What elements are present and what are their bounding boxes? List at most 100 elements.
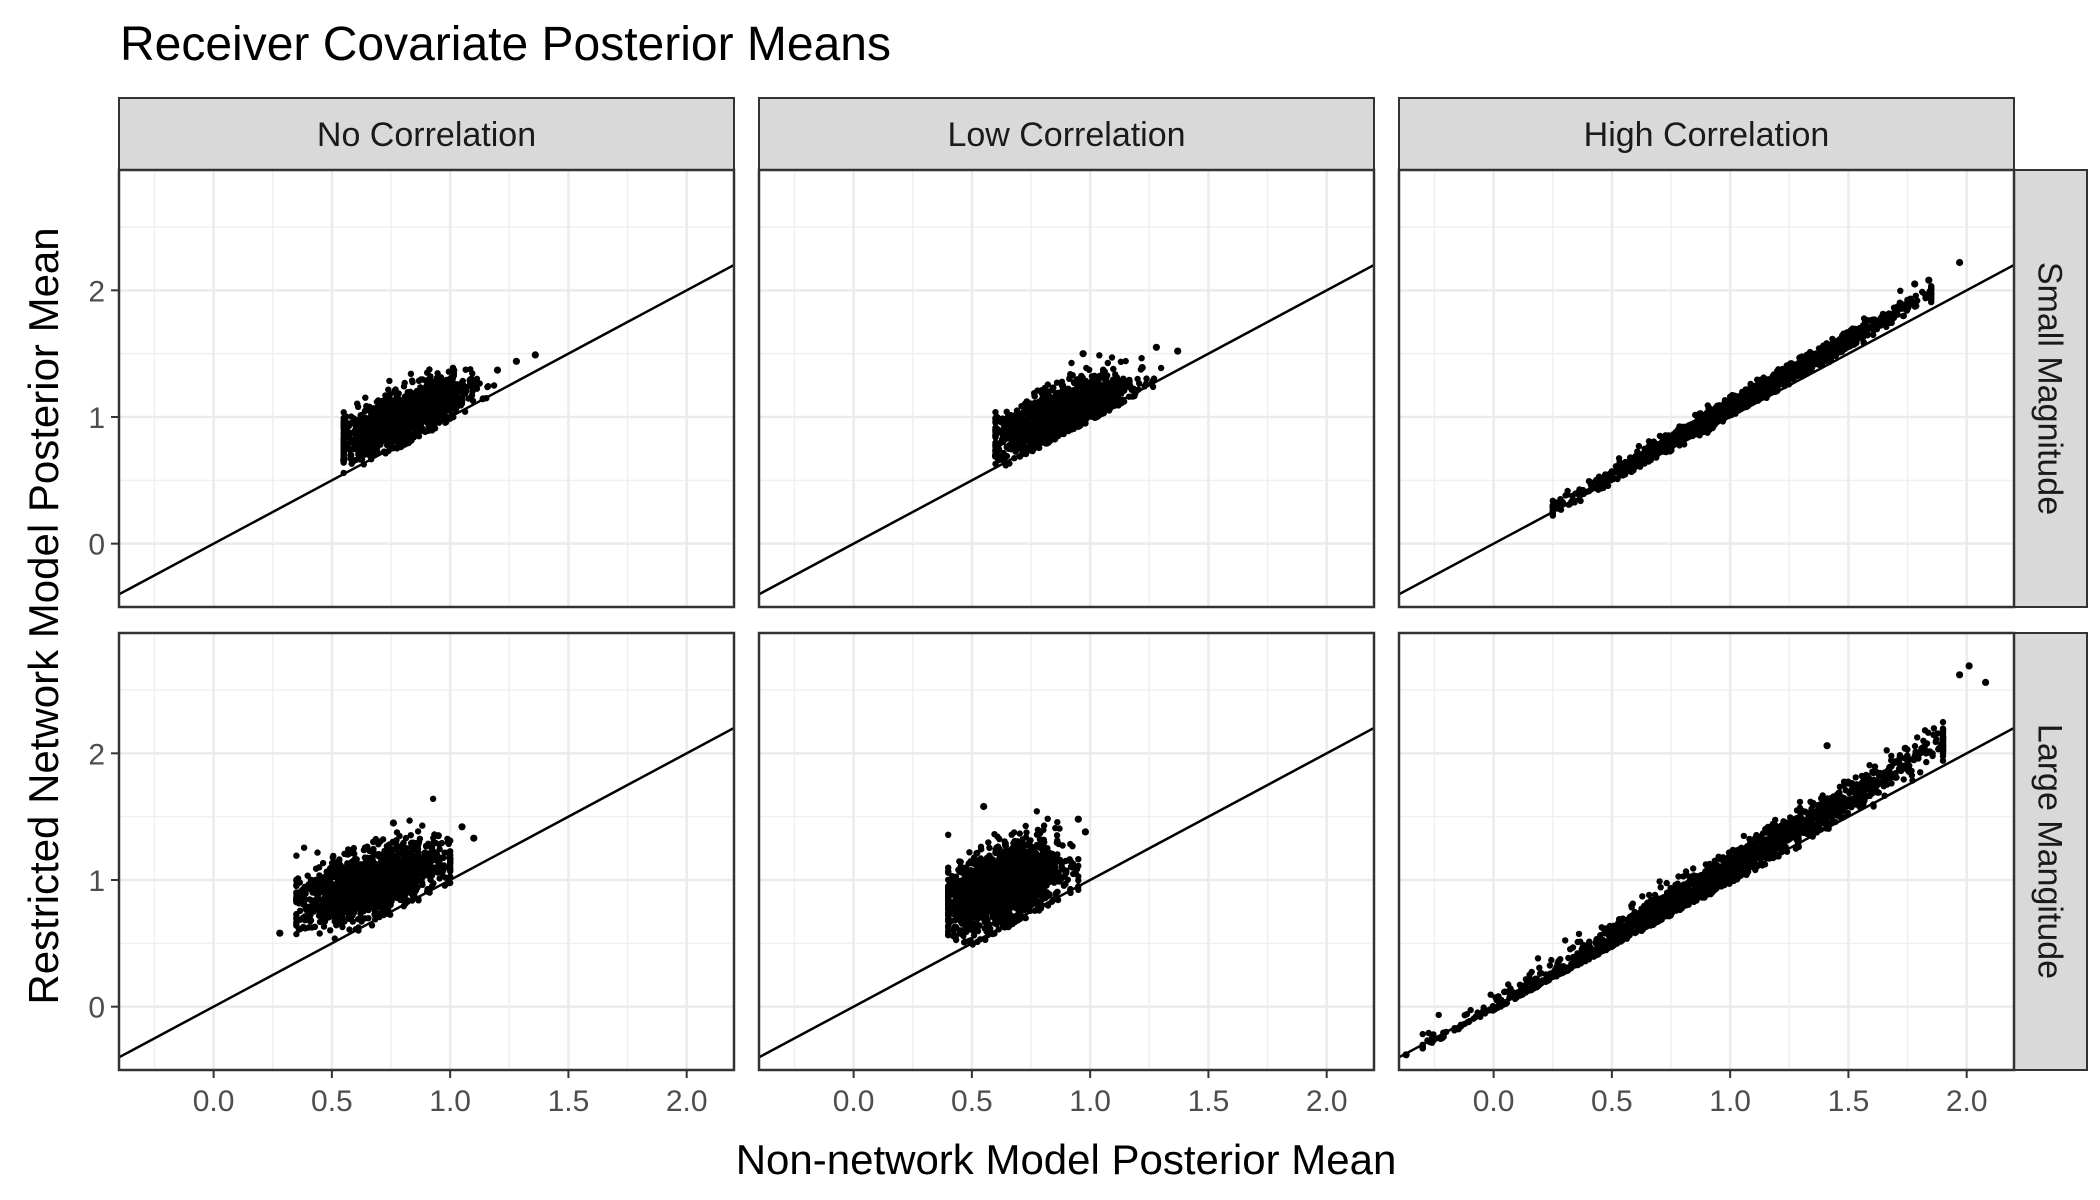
data-point	[1081, 409, 1088, 416]
data-point	[1653, 441, 1660, 449]
data-point	[1047, 407, 1055, 414]
data-point	[1110, 365, 1117, 373]
data-point	[1034, 387, 1041, 394]
data-point	[1149, 383, 1157, 390]
data-point	[1006, 460, 1013, 467]
data-point	[1005, 422, 1012, 429]
data-point	[992, 424, 999, 431]
data-point	[1157, 364, 1165, 372]
data-point	[450, 387, 457, 394]
data-point	[1044, 381, 1052, 388]
data-point	[1549, 512, 1557, 519]
data-point	[1070, 406, 1078, 413]
data-point	[449, 364, 457, 371]
data-point	[1108, 354, 1116, 361]
data-point	[1722, 413, 1729, 421]
data-point	[1640, 458, 1647, 466]
data-point	[1645, 438, 1653, 445]
data-point	[455, 400, 462, 407]
data-point	[1907, 295, 1914, 302]
data-point	[1690, 427, 1698, 434]
data-point	[1787, 375, 1795, 382]
data-point	[1039, 395, 1046, 402]
data-point	[442, 419, 449, 426]
data-point	[345, 420, 353, 428]
data-point	[1091, 372, 1098, 379]
data-point	[992, 447, 999, 454]
data-point	[1860, 338, 1867, 345]
data-point	[1776, 373, 1783, 380]
data-point	[461, 408, 469, 415]
data-point	[1022, 399, 1029, 407]
data-point	[1704, 415, 1712, 422]
data-point	[340, 449, 347, 456]
data-point	[1073, 381, 1080, 388]
data-point	[408, 377, 416, 384]
data-point	[1716, 405, 1724, 412]
data-point	[1094, 383, 1101, 390]
data-point	[346, 926, 353, 933]
data-point	[469, 388, 476, 395]
data-point	[441, 389, 449, 397]
data-point	[1063, 405, 1071, 413]
data-point	[1126, 376, 1133, 384]
data-point	[1826, 358, 1833, 366]
x-axis-label: Non-network Model Posterior Mean	[736, 1136, 1397, 1183]
data-point	[371, 451, 379, 458]
data-point	[358, 433, 365, 440]
data-point	[462, 366, 469, 373]
data-point	[410, 434, 417, 441]
data-point	[431, 401, 439, 408]
data-point	[424, 400, 431, 407]
data-point	[1700, 424, 1708, 431]
data-point	[1568, 498, 1576, 506]
data-point	[999, 415, 1006, 422]
data-point	[425, 409, 433, 417]
facet-strip	[758, 97, 1375, 171]
data-point	[1577, 497, 1584, 505]
data-point	[1776, 378, 1784, 386]
data-point	[992, 433, 999, 440]
data-point	[381, 397, 388, 404]
data-point	[385, 386, 392, 393]
data-point	[418, 410, 425, 417]
data-point	[992, 429, 999, 436]
data-point	[1924, 292, 1931, 300]
data-point	[1914, 297, 1921, 304]
data-point	[1113, 376, 1120, 383]
data-point	[391, 425, 398, 433]
data-point	[1020, 429, 1028, 436]
y-tick-label: 2	[88, 275, 105, 308]
data-point	[1818, 361, 1825, 368]
data-point	[419, 394, 426, 402]
data-point	[1047, 415, 1054, 422]
data-point	[1053, 379, 1061, 386]
data-point	[377, 441, 384, 448]
data-point	[1681, 427, 1688, 434]
data-point	[1062, 399, 1070, 406]
data-point	[1009, 416, 1016, 424]
data-point	[1117, 358, 1125, 365]
data-point	[360, 461, 367, 468]
data-point	[340, 440, 347, 447]
panel-plot-area	[119, 633, 734, 1070]
data-point	[372, 419, 379, 426]
data-point	[1174, 347, 1182, 355]
data-point	[1871, 316, 1878, 323]
data-point	[1820, 342, 1827, 349]
data-point	[447, 374, 454, 382]
data-point	[451, 380, 458, 388]
facet-strip	[1398, 97, 2015, 171]
data-point	[1900, 312, 1908, 319]
data-point	[1665, 438, 1673, 445]
data-point	[419, 385, 427, 392]
data-point	[1586, 487, 1593, 494]
data-point	[1129, 393, 1136, 400]
data-point	[1052, 407, 1060, 415]
data-point	[394, 434, 401, 441]
data-point	[435, 388, 443, 396]
data-point	[1091, 394, 1098, 402]
data-point	[410, 421, 417, 429]
data-point	[1604, 482, 1612, 489]
data-point	[1894, 306, 1902, 314]
